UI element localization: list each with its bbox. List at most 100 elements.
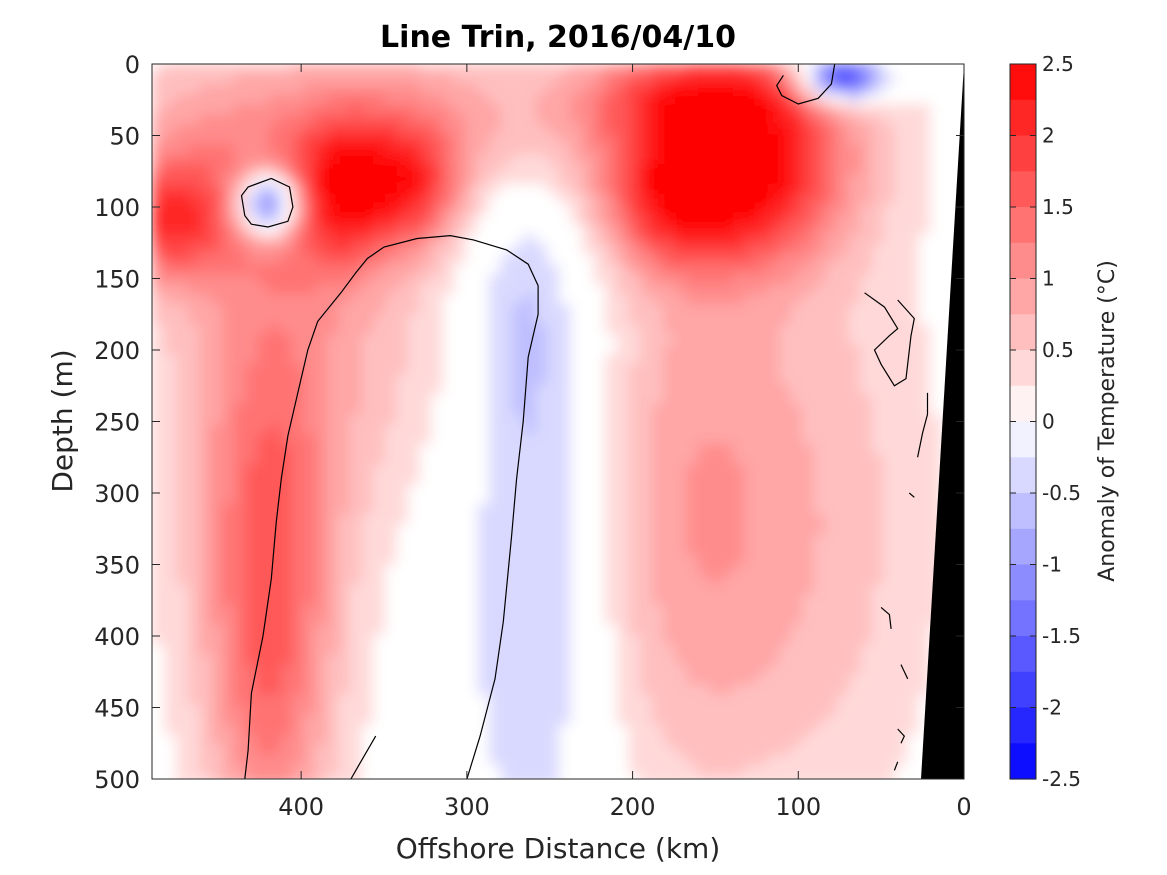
heat-cell — [279, 344, 292, 356]
heat-cell — [639, 404, 652, 416]
heat-cell — [534, 154, 548, 165]
heat-cell — [244, 734, 258, 746]
heat-cell — [244, 594, 258, 606]
heat-cell — [813, 144, 826, 155]
heat-cell — [395, 244, 408, 255]
heat-cell — [175, 434, 188, 446]
heat-cell — [790, 494, 803, 506]
heat-cell — [523, 604, 536, 616]
heat-cell — [917, 534, 930, 546]
heat-cell — [778, 454, 791, 466]
heat-cell — [302, 224, 316, 235]
heat-cell — [790, 94, 803, 105]
heat-cell — [581, 444, 594, 456]
heat-cell — [662, 274, 675, 285]
heat-cell — [697, 524, 710, 536]
heat-cell — [604, 274, 617, 285]
heat-cell — [650, 214, 664, 225]
heat-cell — [546, 624, 559, 636]
heat-cell — [836, 154, 849, 165]
heat-cell — [233, 284, 246, 295]
heat-cell — [882, 104, 896, 115]
heat-cell — [546, 324, 559, 336]
heat-cell — [430, 614, 443, 626]
heat-cell — [929, 474, 942, 486]
heat-cell — [836, 664, 849, 676]
heat-cell — [836, 224, 849, 235]
heat-cell — [569, 594, 582, 606]
heat-cell — [616, 384, 629, 396]
heat-cell — [604, 204, 617, 215]
heat-cell — [790, 434, 803, 446]
heat-cell — [453, 644, 466, 656]
heat-cell — [848, 694, 861, 706]
heat-cell — [430, 504, 443, 516]
heat-cell — [360, 114, 374, 125]
heat-cell — [186, 554, 200, 566]
heat-cell — [766, 584, 780, 596]
heat-cell — [708, 94, 722, 105]
heat-cell — [778, 484, 791, 496]
heat-cell — [882, 394, 896, 406]
heat-cell — [929, 284, 942, 295]
heat-cell — [940, 214, 954, 225]
heat-cell — [836, 304, 849, 315]
heat-cell — [395, 444, 408, 456]
heat-cell — [743, 524, 756, 536]
heat-cell — [476, 344, 490, 356]
heat-cell — [569, 164, 582, 175]
heat-cell — [813, 684, 826, 696]
heat-cell — [407, 174, 420, 185]
heat-cell — [697, 554, 710, 566]
heat-cell — [650, 124, 664, 135]
heat-cell — [488, 464, 501, 476]
heat-cell — [848, 154, 861, 165]
heat-cell — [662, 234, 675, 245]
heat-cell — [871, 454, 884, 466]
heat-cell — [604, 594, 617, 606]
heat-cell — [453, 544, 466, 556]
heat-cell — [650, 104, 664, 115]
heat-cell — [708, 284, 722, 295]
heat-cell — [163, 574, 176, 586]
heat-cell — [882, 74, 896, 85]
heat-cell — [627, 774, 640, 779]
heat-cell — [743, 474, 756, 486]
heat-cell — [685, 524, 698, 536]
heat-cell — [152, 124, 165, 135]
heat-cell — [256, 334, 269, 346]
heat-cell — [940, 194, 954, 205]
heat-cell — [732, 754, 745, 766]
heat-cell — [859, 234, 872, 245]
heat-cell — [674, 364, 687, 376]
heat-cell — [465, 544, 478, 556]
heat-cell — [291, 684, 304, 696]
heat-cell — [186, 204, 200, 215]
heat-cell — [326, 194, 339, 205]
heat-cell — [500, 114, 513, 125]
heat-cell — [662, 354, 675, 366]
heat-cell — [569, 294, 582, 305]
heat-cell — [592, 664, 606, 676]
heat-cell — [592, 774, 606, 779]
heat-cell — [395, 354, 408, 366]
heat-cell — [662, 184, 675, 195]
heat-cell — [511, 644, 524, 656]
heat-cell — [848, 744, 861, 756]
heat-cell — [546, 664, 559, 676]
heat-cell — [175, 574, 188, 586]
heat-cell — [720, 74, 733, 85]
heat-cell — [152, 74, 165, 85]
heat-cell — [465, 454, 478, 466]
heat-cell — [720, 274, 733, 285]
heat-cell — [708, 604, 722, 616]
heat-cell — [349, 494, 362, 506]
heat-cell — [337, 584, 350, 596]
heat-cell — [546, 234, 559, 245]
heat-cell — [465, 584, 478, 596]
heat-cell — [836, 84, 849, 95]
heat-cell — [720, 594, 733, 606]
heat-cell — [743, 584, 756, 596]
heat-cell — [314, 424, 327, 436]
heat-cell — [778, 664, 791, 676]
